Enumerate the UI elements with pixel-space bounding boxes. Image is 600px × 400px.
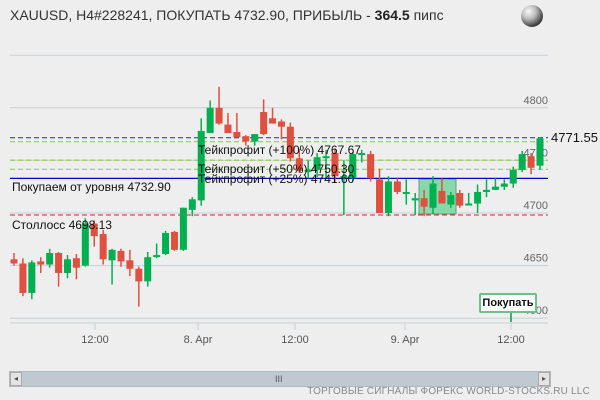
candle-body (438, 190, 446, 204)
candle-body (295, 158, 303, 171)
candle-body (188, 199, 196, 210)
candle-body (456, 193, 464, 206)
candle-body (162, 232, 170, 255)
candle-body (286, 126, 294, 159)
candle-body (518, 154, 526, 170)
candle-body (224, 124, 232, 134)
candle-body (527, 156, 535, 168)
candle-body (37, 261, 45, 265)
y-tick-label: 4750 (524, 147, 548, 159)
scroll-thumb-grip[interactable]: III (275, 374, 283, 384)
horizontal-scrollbar-track[interactable]: ◂ III ▸ (9, 371, 551, 387)
candle-body (402, 191, 410, 194)
x-tick-label: 12:00 (81, 334, 109, 346)
chart-title: XAUUSD, H4#228241, ПОКУПАТЬ 4732.90, ПРИ… (10, 7, 444, 23)
candle-body (72, 258, 80, 268)
entry-label: Покупаем от уровня 4732.90 (12, 180, 171, 194)
x-tick-label: 9. Apr (391, 334, 420, 346)
candle-body (376, 179, 384, 213)
candle-body (304, 169, 312, 172)
candle-body (144, 257, 152, 282)
candle-body (384, 181, 392, 213)
candle-body (170, 231, 178, 250)
candle-body (251, 134, 259, 142)
candle-body (331, 153, 339, 177)
candle-body (19, 263, 27, 293)
candle-body (99, 234, 107, 260)
candle-body (313, 157, 321, 170)
candle-body (349, 154, 357, 179)
buy-flag: Покупать (479, 293, 537, 313)
candle-body (483, 189, 491, 192)
x-tick-label: 8. Apr (184, 334, 213, 346)
candle-body (55, 252, 63, 273)
tp25-label: Тейкпрофит (+25%) 4741.60 (198, 172, 355, 186)
candle-body (126, 260, 134, 269)
candle-body (215, 107, 223, 124)
profit-value: 364.5 (374, 7, 410, 23)
candle-body (135, 268, 143, 282)
stoploss-label: Столлосс 4698.13 (12, 218, 112, 232)
scroll-right-button[interactable]: ▸ (538, 372, 550, 386)
candle-body (367, 154, 375, 179)
candle-body (81, 223, 89, 266)
candle-body (500, 183, 508, 187)
candle-body (340, 176, 348, 179)
candle-body (269, 118, 277, 124)
candle-body (491, 186, 499, 190)
candle-body (242, 136, 250, 142)
title-text: XAUUSD, H4#228241, ПОКУПАТЬ 4732.90, ПРИ… (10, 7, 375, 23)
candle-body (447, 195, 455, 205)
candle-body (322, 156, 330, 159)
x-tick-label: 12:00 (497, 334, 525, 346)
candle-body (197, 130, 205, 201)
candle-body (420, 198, 428, 207)
globe-icon[interactable] (521, 5, 543, 27)
candle-body (63, 259, 71, 273)
candle-body (260, 112, 268, 135)
candle-body (117, 250, 125, 262)
candle-body (10, 259, 18, 264)
candle-body (153, 255, 161, 258)
candle-body (358, 153, 366, 156)
x-tick-label: 12:00 (281, 334, 309, 346)
scroll-left-button[interactable]: ◂ (10, 372, 22, 386)
candle-body (465, 203, 473, 206)
candle-body (28, 262, 36, 293)
tp100-label: Тейкпрофит (+100%) 4767.67 (198, 143, 361, 157)
candle-body (233, 131, 241, 138)
y-tick-label: 4800 (524, 95, 548, 107)
current-price-label: 4771.55 (551, 130, 598, 145)
tp50-label: Тейкпрофит (+50%) 4750.30 (198, 162, 355, 176)
candle-body (277, 121, 285, 127)
candle-body (206, 107, 214, 134)
candle-body (474, 191, 482, 204)
y-tick-label: 4700 (524, 200, 548, 212)
profit-unit: пипс (409, 7, 444, 23)
candle-body (429, 183, 437, 208)
candle-body (46, 252, 54, 265)
candle-body (108, 249, 116, 261)
candle-body (90, 223, 98, 237)
candle-body (393, 181, 401, 192)
y-tick-label: 4650 (524, 253, 548, 265)
candle-body (179, 207, 187, 250)
candle-body (536, 138, 544, 166)
candle-body (411, 198, 419, 201)
candle-body (509, 169, 517, 184)
footer-credit: ТОРГОВЫЕ СИГНАЛЫ ФОРЕКС WORLD-STOCKS.RU … (307, 386, 590, 397)
